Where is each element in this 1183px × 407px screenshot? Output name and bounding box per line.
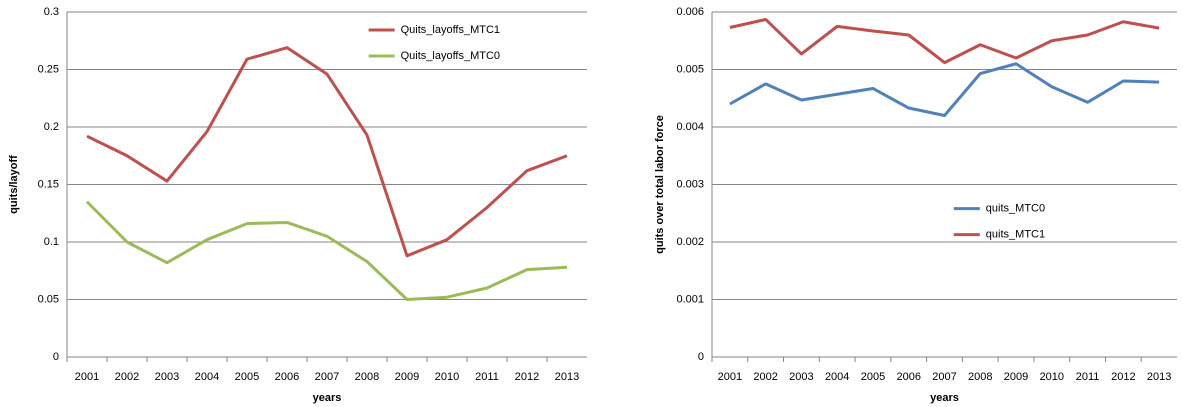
x-tick-label: 2001 — [718, 371, 742, 383]
x-tick-label: 2004 — [195, 371, 219, 383]
x-tick-label: 2001 — [75, 371, 99, 383]
legend-label: Quits_layoffs_MTC0 — [401, 50, 500, 62]
y-tick-label: 0.25 — [38, 63, 59, 75]
x-tick-label: 2002 — [115, 371, 139, 383]
y-tick-label: 0.001 — [676, 293, 704, 305]
x-tick-label: 2007 — [932, 371, 956, 383]
x-tick-label: 2008 — [355, 371, 379, 383]
line-series — [85, 200, 568, 301]
y-axis-label: quits over total labor force — [654, 115, 666, 254]
x-tick-label: 2005 — [235, 371, 259, 383]
y-tick-label: 0.002 — [676, 236, 704, 248]
x-tick-label: 2011 — [1076, 371, 1100, 383]
legend-label: quits_MTC0 — [986, 203, 1045, 215]
x-tick-label: 2003 — [155, 371, 179, 383]
x-tick-label: 2002 — [753, 371, 777, 383]
y-tick-label: 0 — [53, 351, 59, 363]
y-tick-label: 0.006 — [676, 6, 704, 18]
x-tick-label: 2004 — [825, 371, 849, 383]
legend-label: Quits_layoffs_MTC1 — [401, 24, 500, 36]
x-tick-label: 2010 — [1040, 371, 1064, 383]
y-axis-label: quits/layoff — [8, 155, 20, 214]
line-series — [86, 46, 568, 258]
x-tick-label: 2006 — [896, 371, 920, 383]
x-tick-label: 2010 — [435, 371, 459, 383]
x-tick-label: 2012 — [515, 371, 539, 383]
x-tick-label: 2006 — [275, 371, 299, 383]
x-tick-label: 2008 — [968, 371, 992, 383]
x-tick-label: 2013 — [1147, 371, 1171, 383]
x-tick-label: 2009 — [395, 371, 419, 383]
line-series — [729, 17, 1160, 65]
x-tick-label: 2009 — [1004, 371, 1028, 383]
x-tick-label: 2011 — [475, 371, 499, 383]
y-tick-label: 0.1 — [44, 236, 59, 248]
y-tick-label: 0.2 — [44, 121, 59, 133]
y-tick-label: 0 — [698, 351, 704, 363]
x-tick-label: 2013 — [555, 371, 579, 383]
y-tick-label: 0.005 — [676, 63, 704, 75]
y-tick-label: 0.15 — [38, 178, 59, 190]
x-tick-label: 2012 — [1111, 371, 1135, 383]
x-tick-label: 2005 — [861, 371, 885, 383]
x-tick-label: 2003 — [789, 371, 813, 383]
y-tick-label: 0.003 — [676, 178, 704, 190]
x-axis-label: years — [930, 392, 959, 404]
line-series — [729, 62, 1160, 117]
y-tick-label: 0.3 — [44, 6, 59, 18]
x-axis-label: years — [313, 392, 342, 404]
legend-label: quits_MTC1 — [986, 229, 1045, 241]
y-tick-label: 0.05 — [38, 293, 59, 305]
x-tick-label: 2007 — [315, 371, 339, 383]
y-tick-label: 0.004 — [676, 121, 704, 133]
